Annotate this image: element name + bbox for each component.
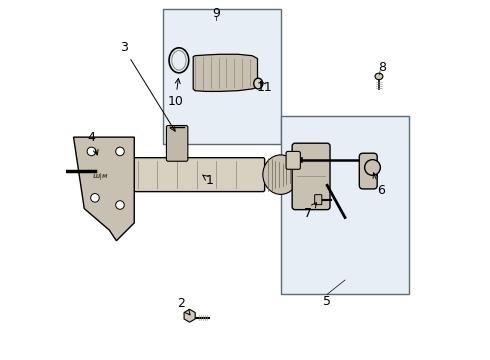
Bar (163, 9, 281, 144)
Text: 7: 7 (303, 203, 317, 220)
Circle shape (365, 159, 380, 175)
Bar (281, 116, 409, 294)
Polygon shape (193, 54, 258, 91)
Text: 11: 11 (257, 81, 272, 94)
FancyBboxPatch shape (167, 126, 188, 161)
Polygon shape (184, 309, 195, 322)
Text: 9: 9 (213, 8, 220, 21)
Circle shape (91, 194, 99, 202)
FancyBboxPatch shape (359, 153, 377, 189)
Text: 8: 8 (378, 61, 386, 74)
Ellipse shape (263, 155, 298, 194)
Text: 2: 2 (177, 297, 190, 315)
Ellipse shape (375, 73, 383, 80)
Circle shape (116, 201, 124, 209)
Text: 3: 3 (120, 41, 175, 131)
FancyBboxPatch shape (286, 152, 300, 169)
Text: 4: 4 (87, 131, 98, 155)
Text: 1: 1 (202, 174, 213, 186)
Text: 6: 6 (373, 173, 386, 197)
Text: 5: 5 (323, 295, 331, 308)
Ellipse shape (254, 78, 263, 89)
Ellipse shape (97, 158, 132, 192)
FancyBboxPatch shape (292, 143, 330, 210)
Text: ш|м: ш|м (93, 173, 108, 180)
Circle shape (116, 147, 124, 156)
FancyBboxPatch shape (315, 195, 322, 204)
Circle shape (87, 147, 96, 156)
Text: 10: 10 (168, 78, 183, 108)
Polygon shape (74, 137, 134, 241)
FancyBboxPatch shape (125, 158, 265, 192)
